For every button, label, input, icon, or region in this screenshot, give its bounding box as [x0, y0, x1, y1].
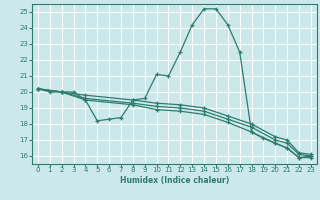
X-axis label: Humidex (Indice chaleur): Humidex (Indice chaleur): [120, 176, 229, 185]
